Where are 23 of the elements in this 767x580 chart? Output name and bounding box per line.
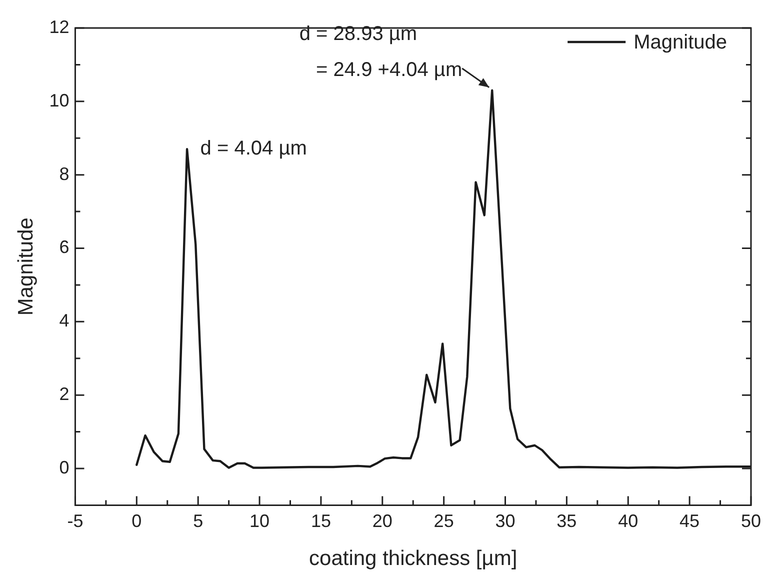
x-axis-title: coating thickness [µm] bbox=[309, 547, 518, 570]
x-tick-label: 40 bbox=[618, 510, 638, 531]
x-tick-label: 20 bbox=[372, 510, 392, 531]
y-tick-label: 4 bbox=[59, 310, 70, 331]
x-tick-label: 35 bbox=[556, 510, 577, 531]
x-tick-label: 5 bbox=[193, 510, 204, 531]
x-tick-label: -5 bbox=[67, 510, 84, 531]
legend-label: Magnitude bbox=[634, 32, 727, 54]
x-tick-label: 15 bbox=[310, 510, 331, 531]
y-tick-label: 10 bbox=[49, 90, 70, 110]
y-tick-label: 0 bbox=[59, 457, 70, 478]
y-tick-label: 12 bbox=[49, 16, 70, 37]
y-tick-label: 6 bbox=[59, 237, 70, 258]
x-tick-label: 25 bbox=[434, 510, 454, 531]
x-tick-label: 30 bbox=[495, 510, 516, 531]
y-axis-title: Magnitude bbox=[14, 218, 38, 316]
x-tick-label: 50 bbox=[740, 510, 762, 531]
y-tick-label: 8 bbox=[59, 164, 70, 184]
y-tick-label: 2 bbox=[59, 384, 70, 404]
x-tick-label: 10 bbox=[250, 510, 270, 531]
x-tick-label: 0 bbox=[132, 510, 142, 531]
x-tick-label: 45 bbox=[680, 510, 700, 531]
annotation: d = 4.04 µm bbox=[200, 138, 307, 160]
